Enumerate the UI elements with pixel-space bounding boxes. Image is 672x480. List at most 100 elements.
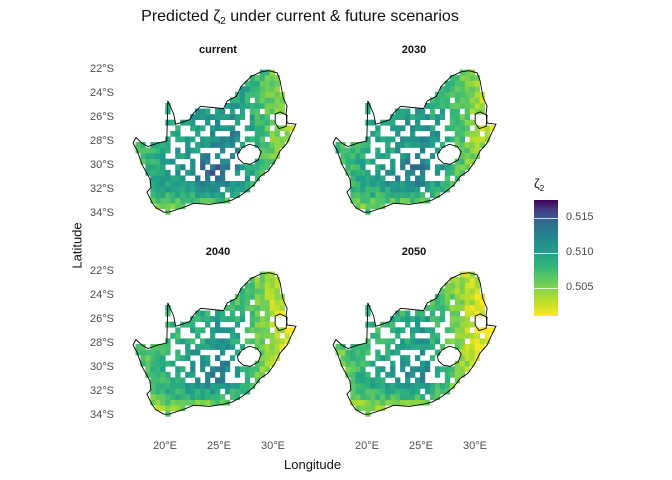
grid-cell xyxy=(224,186,231,193)
grid-cell xyxy=(234,349,241,356)
grid-cell xyxy=(190,164,196,171)
grid-cell xyxy=(229,130,236,137)
grid-cell xyxy=(190,147,196,154)
grid-cell xyxy=(175,332,181,339)
grid-cell xyxy=(150,360,156,367)
lesotho-border xyxy=(236,345,262,367)
grid-cell xyxy=(365,321,371,328)
grid-cell xyxy=(474,86,480,93)
grid-cell xyxy=(175,192,181,199)
grid-cell xyxy=(259,147,266,154)
grid-cell xyxy=(454,80,461,87)
grid-cell xyxy=(395,186,401,193)
grid-cell xyxy=(160,164,166,171)
grid-cell xyxy=(469,80,475,87)
grid-cell xyxy=(269,86,275,93)
grid-cell xyxy=(279,142,285,148)
grid-cell xyxy=(160,349,166,356)
grid-cell xyxy=(360,355,366,362)
grid-cell xyxy=(190,394,196,401)
grid-cell xyxy=(469,271,475,278)
grid-cell xyxy=(234,394,241,401)
grid-cell xyxy=(365,158,371,165)
grid-cell xyxy=(400,136,406,143)
grid-cell xyxy=(479,103,485,109)
grid-cell xyxy=(410,192,416,199)
grid-cell xyxy=(219,114,226,121)
grid-cell xyxy=(434,394,441,401)
grid-cell xyxy=(474,80,480,87)
grid-cell xyxy=(375,175,381,182)
grid-cell xyxy=(234,103,241,109)
grid-cell xyxy=(160,142,166,148)
grid-cell xyxy=(360,394,366,401)
grid-cell xyxy=(274,108,280,115)
grid-cell xyxy=(459,158,466,165)
grid-cell xyxy=(464,293,470,300)
grid-cell xyxy=(155,366,161,373)
grid-cell xyxy=(400,388,406,395)
grid-cell xyxy=(165,349,171,356)
grid-cell xyxy=(484,130,490,137)
y-tick-label: 32°S xyxy=(90,183,114,195)
grid-cell xyxy=(239,103,246,109)
grid-cell xyxy=(415,310,421,317)
grid-cell xyxy=(219,338,226,345)
grid-cell xyxy=(464,360,470,367)
grid-cell xyxy=(254,377,261,384)
grid-cell xyxy=(419,310,426,317)
grid-cell xyxy=(340,158,346,165)
grid-cell xyxy=(400,344,406,350)
grid-cell xyxy=(375,186,381,193)
grid-cell xyxy=(405,142,411,148)
grid-cell xyxy=(395,175,401,182)
grid-cell xyxy=(279,327,285,334)
grid-cell xyxy=(429,327,436,334)
grid-cell xyxy=(350,192,356,199)
grid-cell xyxy=(469,147,475,154)
grid-cell xyxy=(360,158,366,165)
grid-cell xyxy=(284,130,290,137)
grid-cell xyxy=(264,344,270,350)
grid-cell xyxy=(249,305,256,311)
grid-cell xyxy=(350,394,356,401)
grid-cell xyxy=(449,119,456,126)
grid-cell xyxy=(365,394,371,401)
grid-cell xyxy=(360,181,366,187)
grid-cell xyxy=(224,360,231,367)
grid-cell xyxy=(219,108,226,115)
grid-cell xyxy=(365,388,371,395)
grid-cell xyxy=(165,399,171,406)
grid-cell xyxy=(454,91,461,98)
grid-cell xyxy=(249,338,256,345)
grid-cell xyxy=(279,299,285,306)
grid-cell xyxy=(254,97,261,104)
grid-cell xyxy=(410,327,416,334)
grid-cell xyxy=(434,388,441,395)
map-panel-2040 xyxy=(132,271,297,417)
grid-cell xyxy=(195,388,201,395)
grid-cell xyxy=(229,114,236,121)
grid-cell xyxy=(380,383,386,389)
grid-cell xyxy=(449,114,456,121)
grid-cell xyxy=(429,338,436,345)
grid-cell xyxy=(415,394,421,401)
grid-cell xyxy=(269,344,275,350)
grid-cell xyxy=(474,288,480,295)
grid-cell xyxy=(269,293,275,300)
grid-cell xyxy=(345,360,351,367)
grid-cell xyxy=(195,349,201,356)
grid-cell xyxy=(180,399,186,406)
grid-cell xyxy=(200,142,206,148)
grid-cell xyxy=(269,271,275,278)
grid-cell xyxy=(454,316,461,323)
grid-cell xyxy=(205,158,211,165)
grid-cell xyxy=(239,366,246,373)
grid-cell xyxy=(205,186,211,193)
grid-cell xyxy=(419,316,426,323)
grid-cell xyxy=(264,80,270,87)
grid-cell xyxy=(200,344,206,350)
grid-cell xyxy=(400,355,406,362)
grid-cell xyxy=(454,377,461,384)
grid-cell xyxy=(155,192,161,199)
